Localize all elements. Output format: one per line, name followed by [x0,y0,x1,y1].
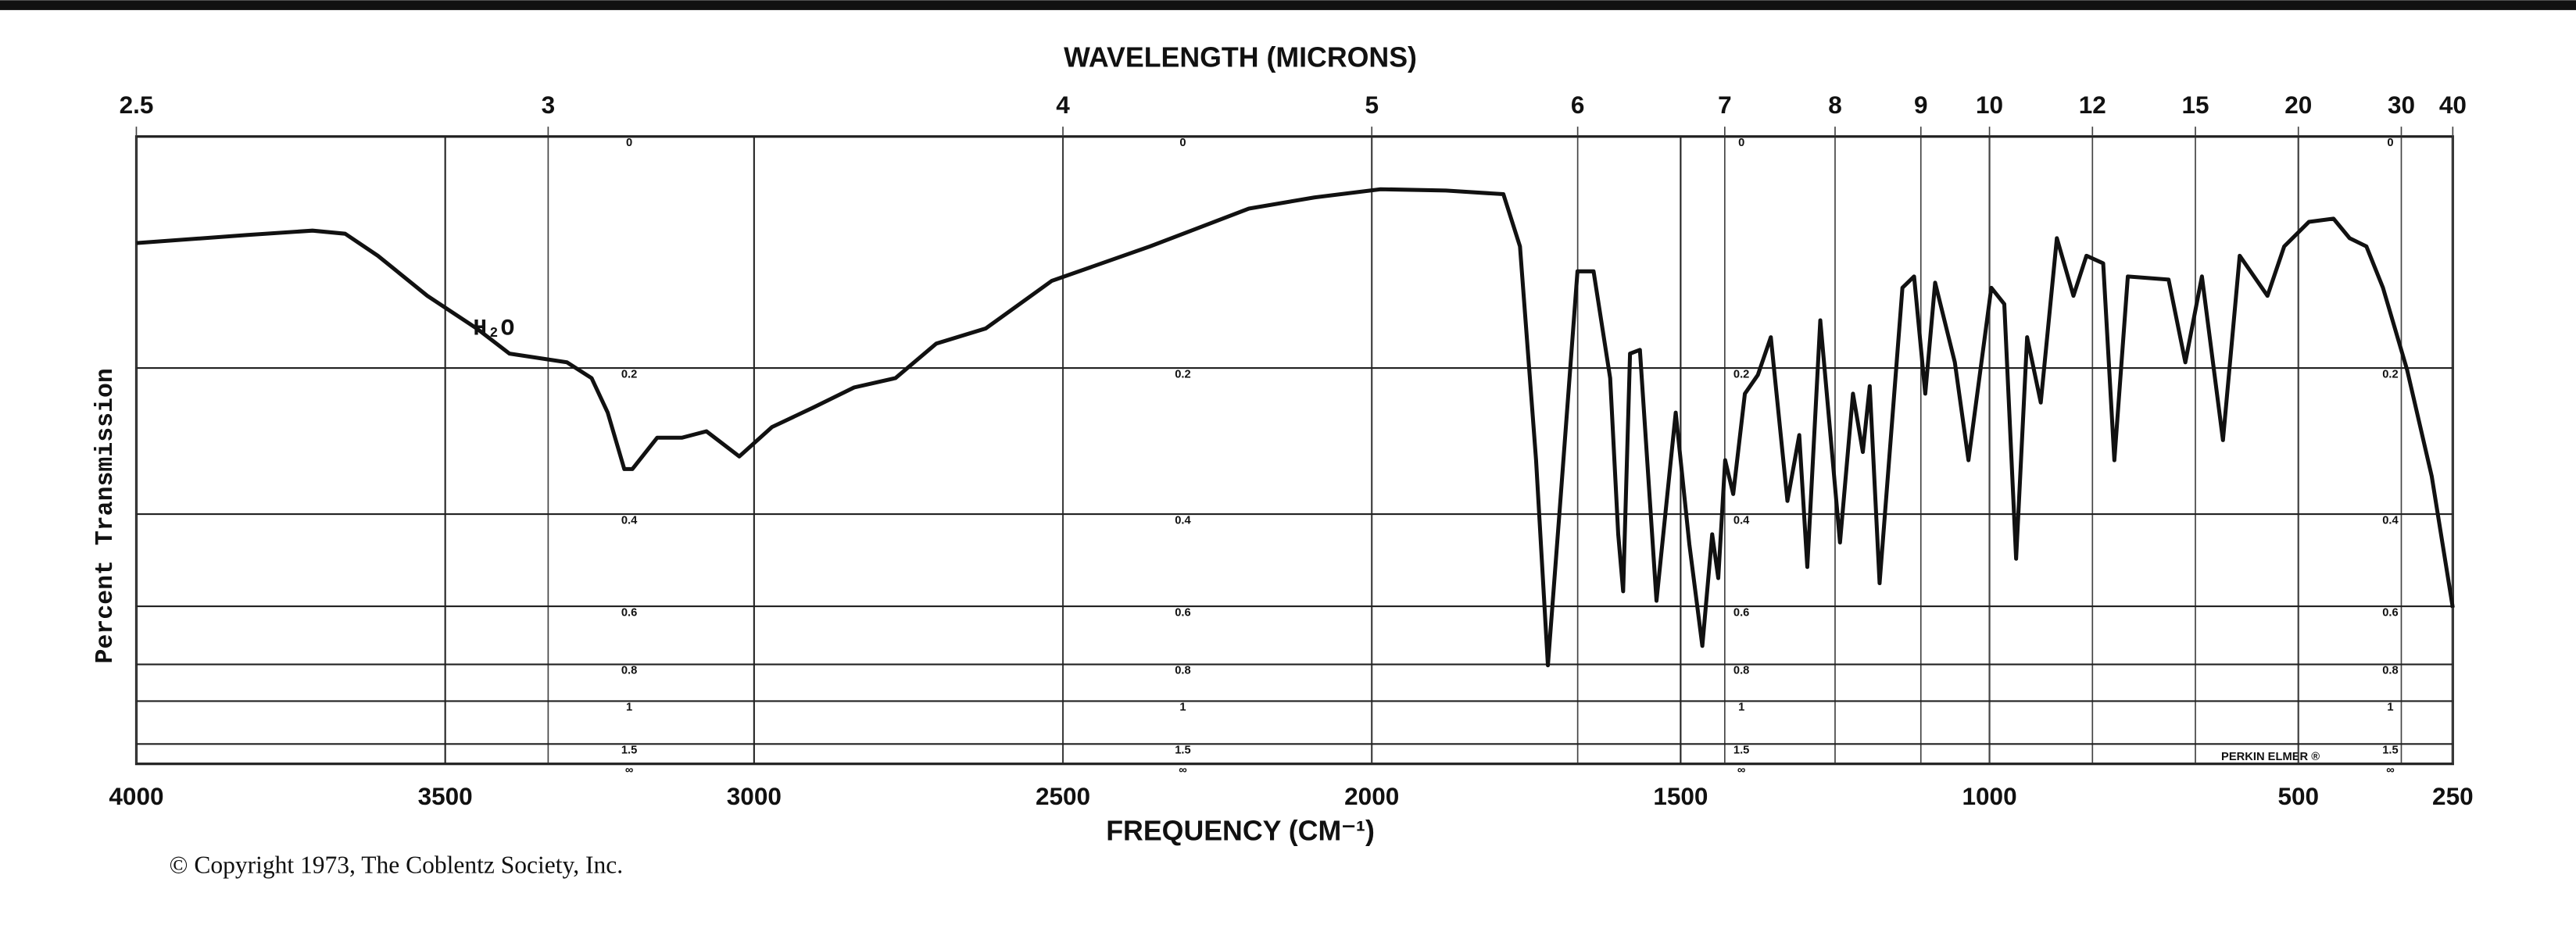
absorbance-label: ∞ [1737,764,1745,777]
top-tick-label: 6 [1571,91,1585,119]
absorbance-label: 1 [1738,702,1744,714]
top-tick-label: 3 [542,91,556,119]
absorbance-label: 0.6 [1175,606,1190,619]
top-tick-label: 9 [1914,91,1928,119]
absorbance-label: 1.5 [2382,745,2398,757]
x-tick-label: 2500 [1036,782,1090,810]
absorbance-label: 0.6 [2382,606,2398,619]
absorbance-label: ∞ [1179,764,1186,777]
absorbance-label: 1.5 [1175,745,1190,757]
absorbance-label: 0.6 [1733,606,1749,619]
absorbance-label: 0.2 [2382,368,2398,380]
top-tick-label: 40 [2439,91,2467,119]
absorbance-label: 1 [626,702,632,714]
absorbance-label: ∞ [625,764,633,777]
absorbance-label: 0.4 [1733,514,1750,527]
top-tick-label: 30 [2388,91,2415,119]
spectrum-line [136,187,2455,668]
absorbance-label: 0.2 [1733,368,1749,380]
x-tick-label: 250 [2432,782,2474,810]
top-tick-label: 12 [2079,91,2106,119]
y-axis-label: Percent Transmission [92,368,120,663]
top-tick-label: 7 [1718,91,1732,119]
x-tick-label: 1500 [1653,782,1708,810]
x-tick-label: 3500 [418,782,473,810]
absorbance-label: 0 [626,137,632,149]
plot-frame [134,135,2454,766]
x-tick-label: 4000 [109,782,163,810]
absorbance-label: ∞ [2386,764,2394,777]
top-border [0,0,2576,10]
top-tick-label: 15 [2181,91,2209,119]
top-tick-label: 20 [2284,91,2312,119]
absorbance-label: 0.8 [1175,665,1190,677]
absorbance-label: 0.8 [2382,665,2398,677]
absorbance-label: 1 [2387,702,2393,714]
absorbance-label: 0.8 [621,665,637,677]
absorbance-label: 0 [2387,137,2393,149]
top-tick-label: 2.5 [120,91,154,119]
absorbance-label: 0 [1738,137,1744,149]
absorbance-label: 1.5 [1733,745,1749,757]
absorbance-label: 1.5 [621,745,637,757]
top-tick-label: 10 [1976,91,2003,119]
x-tick-label: 3000 [727,782,782,810]
absorbance-label: 0.8 [1733,665,1749,677]
top-tick-label: 8 [1828,91,1842,119]
absorbance-label: 0.2 [621,368,637,380]
x-tick-label: 2000 [1344,782,1399,810]
absorbance-label: 0.2 [1175,368,1190,380]
top-tick-label: 5 [1365,91,1379,119]
absorbance-label: 0.4 [621,514,638,527]
x-axis-label: FREQUENCY (CM⁻¹) [1106,815,1375,846]
absorbance-label: 0.6 [621,606,637,619]
absorbance-label: 0.4 [1175,514,1191,527]
x-tick-label: 1000 [1962,782,2017,810]
chart-title: WAVELENGTH (MICRONS) [1064,41,1417,73]
copyright: © Copyright 1973, The Coblentz Society, … [170,851,624,878]
x-tick-label: 500 [2277,782,2319,810]
absorbance-label: 0 [1179,137,1186,149]
top-tick-label: 4 [1056,91,1070,119]
absorbance-label: 0.4 [2382,514,2399,527]
instrument-label: PERKIN ELMER ® [2221,751,2320,763]
absorbance-label: 1 [1179,702,1186,714]
